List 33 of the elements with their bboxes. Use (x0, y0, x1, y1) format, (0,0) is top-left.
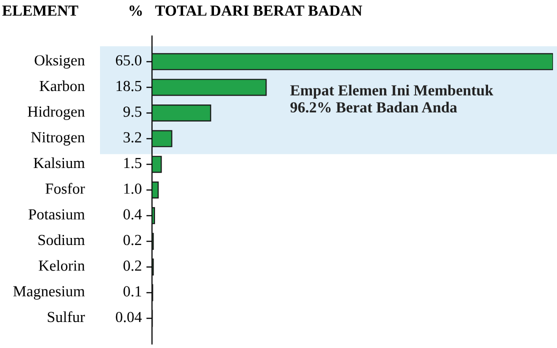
y-tick-label: Magnesium (13, 286, 85, 300)
bar (152, 53, 553, 70)
y-tick-label: Kalsium (34, 157, 85, 168)
data-label: 1.0 (124, 184, 142, 194)
data-label: 3.2 (124, 132, 142, 143)
y-tick-label: Sulfur (48, 311, 85, 322)
data-label: 1.5 (124, 158, 142, 168)
text: % (130, 6, 142, 16)
bar (152, 104, 212, 122)
data-label: 18.5 (116, 80, 142, 92)
data-label: 0.2 (123, 234, 142, 246)
data-label: 0.2 (123, 260, 142, 271)
y-tick-label: Oksigen (34, 54, 85, 69)
bar (152, 181, 159, 199)
bar (152, 130, 172, 148)
y-tick-label: Kelorin (38, 260, 85, 271)
data-label: 65.0 (116, 55, 142, 66)
bar (152, 156, 162, 173)
data-label: 9.5 (123, 106, 142, 117)
text: ELEMENT (2, 6, 78, 16)
data-label: 0.04 (116, 312, 142, 322)
band-label: Empat Elemen Ini Membentuk 96.2% Berat Badan Anda (290, 84, 494, 113)
y-tick-label: Sodium (38, 234, 85, 246)
data-label: 0.4 (123, 209, 142, 220)
chart-title: TOTAL DARI BERAT BADAN (155, 6, 362, 16)
bar (152, 207, 156, 224)
y-tick-label: Potasium (28, 209, 85, 220)
data-label: 0.1 (123, 286, 142, 297)
bar (152, 78, 267, 96)
y-tick-label: Fosfor (46, 182, 85, 194)
y-tick-label: Hidrogen (28, 106, 85, 120)
y-tick-label: Nitrogen (31, 132, 85, 146)
y-tick-label: Karbon (40, 80, 85, 92)
